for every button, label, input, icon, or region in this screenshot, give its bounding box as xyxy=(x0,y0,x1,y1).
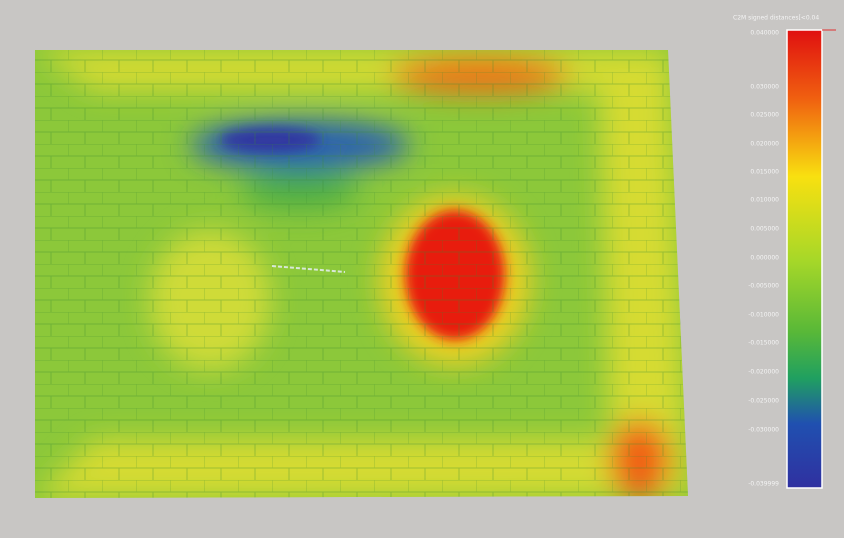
colorbar xyxy=(787,30,822,488)
colorbar-label: -0.020000 xyxy=(748,369,779,376)
colorbar-label: 0.000000 xyxy=(750,255,779,262)
screen: C2M signed distances[<0.04 0.040000 0.030… xyxy=(0,0,844,538)
heatmap xyxy=(30,45,695,505)
colorbar-label: 0.040000 xyxy=(750,30,779,37)
colorbar-label: 0.020000 xyxy=(750,141,779,148)
colorbar-label: -0.005000 xyxy=(748,283,779,290)
colorbar-label: -0.010000 xyxy=(748,312,779,319)
colorbar-label: 0.005000 xyxy=(750,226,779,233)
colorbar-label: 0.025000 xyxy=(750,112,779,119)
colorbar-label: -0.039999 xyxy=(748,481,779,488)
colorbar-label: -0.030000 xyxy=(748,427,779,434)
colorbar-label: 0.030000 xyxy=(750,84,779,91)
colorbar-label: -0.025000 xyxy=(748,398,779,405)
colorbar-label: -0.015000 xyxy=(748,340,779,347)
colorbar-title: C2M signed distances[<0.04 xyxy=(733,15,819,22)
colorbar-label: 0.015000 xyxy=(750,169,779,176)
colorbar-label: 0.010000 xyxy=(750,197,779,204)
